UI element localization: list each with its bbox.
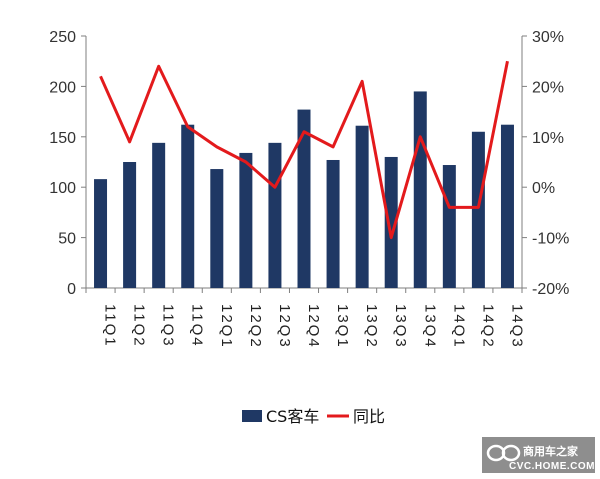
bar (268, 142, 282, 288)
bar (152, 142, 166, 288)
left-tick-label: 50 (58, 231, 76, 248)
left-tick-label: 150 (49, 130, 76, 147)
left-tick-label: 100 (49, 180, 76, 197)
bar (181, 124, 195, 288)
right-tick-label: -20% (532, 281, 569, 298)
watermark: 商用车之家 CVC.HOME.COM (482, 437, 595, 473)
legend: CS客车 同比 (242, 407, 385, 426)
category-label: 12Q1 (218, 304, 235, 349)
category-label: 11Q2 (131, 304, 148, 348)
left-tick-label: 0 (67, 281, 76, 298)
legend-swatch-bar (242, 410, 262, 422)
category-label: 11Q3 (160, 304, 177, 348)
left-tick-label: 250 (49, 29, 76, 46)
legend-label-line: 同比 (353, 407, 385, 426)
bar (442, 165, 456, 288)
bar (210, 169, 224, 288)
right-tick-label: 20% (532, 79, 564, 96)
right-tick-label: 30% (532, 29, 564, 46)
bar (94, 179, 108, 288)
category-label: 14Q2 (479, 304, 496, 349)
bar (384, 156, 398, 288)
infinity-logo-icon (486, 444, 521, 462)
category-label: 12Q2 (247, 304, 264, 349)
bar (471, 131, 485, 288)
category-label: 14Q3 (508, 304, 525, 349)
right-tick-label: 0% (532, 180, 555, 197)
category-label: 12Q3 (276, 304, 293, 349)
category-label: 11Q1 (102, 304, 119, 348)
category-label: 13Q1 (334, 304, 351, 349)
legend-label-bar: CS客车 (266, 407, 319, 426)
bar (355, 125, 369, 288)
watermark-brand: 商用车之家 (523, 444, 579, 458)
right-tick-label: -10% (532, 231, 569, 248)
category-label: 12Q4 (305, 304, 322, 349)
category-label: 13Q4 (421, 304, 438, 349)
bar (297, 109, 311, 288)
watermark-background (482, 437, 595, 473)
watermark-url: CVC.HOME.COM (509, 461, 595, 472)
bar (413, 91, 427, 288)
bar (239, 152, 253, 288)
left-tick-label: 200 (49, 79, 76, 96)
right-tick-label: 10% (532, 130, 564, 147)
line-series (99, 60, 509, 240)
tick-labels: 0 50 100 150 200 250 -20% -10% 0% 10% 20% 30% 11Q1 11… (49, 29, 569, 349)
bar (500, 124, 514, 288)
category-label: 13Q3 (392, 304, 409, 349)
category-label: 13Q2 (363, 304, 380, 349)
bar (326, 159, 340, 288)
bar (123, 162, 137, 288)
category-label: 11Q4 (189, 304, 206, 348)
bar-series (94, 91, 514, 288)
category-label: 14Q1 (450, 304, 467, 349)
